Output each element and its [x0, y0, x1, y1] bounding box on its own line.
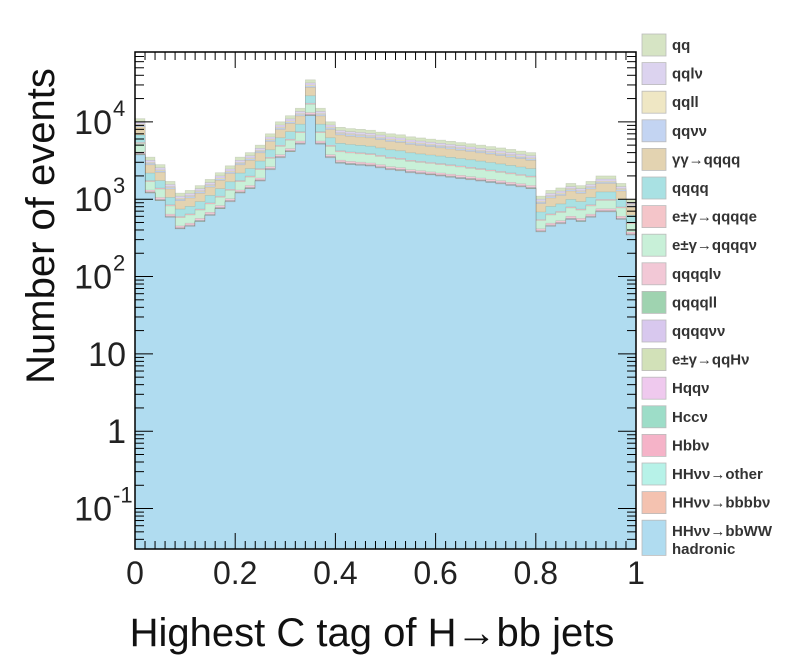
legend-swatch	[641, 433, 667, 457]
legend: qqqqlνqqllqqννγγ→qqqqqqqqe±γ→qqqqee±γ→qq…	[641, 33, 773, 558]
y-tick-exponent: -1	[113, 483, 133, 508]
legend-label: Hqqν	[672, 380, 710, 397]
y-tick-base: 10	[74, 181, 112, 219]
y-tick-label: 10	[88, 336, 126, 374]
legend-item: HHνν→other	[641, 462, 763, 486]
stacked-areas	[134, 79, 637, 550]
legend-label: γγ→qqqq	[672, 151, 740, 168]
legend-swatch	[641, 205, 667, 229]
legend-label: qqqqlν	[672, 266, 721, 283]
legend-swatch	[641, 376, 667, 400]
legend-label: Hbbν	[672, 437, 710, 454]
legend-item: Hqqν	[641, 376, 710, 400]
legend-item: e±γ→qqqqν	[641, 233, 757, 257]
legend-item: qqqqll	[641, 290, 717, 314]
legend-label: Hccν	[672, 409, 708, 426]
x-tick-label: 0.6	[413, 555, 457, 591]
legend-swatch	[641, 33, 667, 57]
legend-item: qqll	[641, 90, 699, 114]
y-tick-exponent: 4	[113, 96, 125, 121]
y-tick-label: 10 3	[74, 173, 125, 219]
legend-label: HHνν→bbbbν	[672, 495, 770, 512]
legend-label-line2: hadronic	[672, 541, 735, 558]
x-tick-label: 0.2	[213, 555, 257, 591]
legend-label: qqqqνν	[672, 323, 725, 340]
legend-label: qqll	[672, 94, 699, 111]
legend-item: qqqqνν	[641, 319, 725, 343]
x-tick-labels: 0 0.2 0.4 0.6 0.8 1	[126, 555, 645, 591]
y-tick-label: 1	[107, 413, 126, 451]
y-tick-base: 10	[88, 336, 126, 374]
legend-item: qqνν	[641, 119, 707, 143]
x-axis-title: Highest C tag of H→bb jets	[130, 611, 615, 655]
y-tick-exponent: 2	[113, 251, 125, 276]
y-tick-label: 10 -1	[74, 483, 132, 529]
y-tick-label: 10 4	[74, 96, 125, 142]
legend-swatch	[641, 262, 667, 286]
legend-item: Hbbν	[641, 433, 710, 457]
legend-label: qqlν	[672, 66, 703, 83]
y-tick-base: 10	[74, 491, 112, 529]
legend-item: e±γ→qqqqe	[641, 205, 757, 229]
legend-label: e±γ→qqqqν	[672, 237, 757, 254]
axis-ticks	[134, 51, 637, 550]
legend-label: qqqq	[672, 180, 709, 197]
legend-label: e±γ→qqHν	[672, 352, 749, 369]
legend-swatch	[641, 62, 667, 85]
legend-label: HHνν→bbWW	[672, 523, 773, 540]
y-tick-label: 10 2	[74, 251, 125, 297]
legend-label: qq	[672, 37, 690, 54]
legend-swatch	[641, 290, 667, 314]
legend-swatch	[641, 319, 667, 343]
legend-swatch	[641, 119, 667, 143]
legend-swatch	[641, 519, 667, 556]
legend-item: qqqq	[641, 176, 709, 200]
legend-label: qqνν	[672, 123, 707, 140]
legend-swatch	[641, 462, 667, 486]
legend-swatch	[641, 233, 667, 257]
series-area-17	[134, 115, 637, 550]
y-tick-base: 1	[107, 413, 126, 451]
x-tick-label: 0.4	[313, 555, 357, 591]
legend-label: e±γ→qqqqe	[672, 209, 757, 226]
y-tick-base: 10	[74, 259, 112, 297]
legend-item: e±γ→qqHν	[641, 348, 749, 372]
legend-label: HHνν→other	[672, 466, 763, 483]
legend-swatch	[641, 491, 667, 515]
legend-item: qq	[641, 33, 690, 57]
legend-swatch	[641, 348, 667, 372]
legend-label: qqqqll	[672, 294, 717, 311]
legend-item: qqqqlν	[641, 262, 721, 286]
legend-item: qqlν	[641, 62, 703, 85]
y-axis-title: Number of events	[19, 68, 63, 384]
legend-swatch	[641, 90, 667, 114]
y-tick-exponent: 3	[113, 173, 125, 198]
legend-item: Hccν	[641, 405, 708, 429]
x-tick-label: 0	[126, 555, 144, 591]
legend-swatch	[641, 176, 667, 200]
legend-item: HHνν→bbbbν	[641, 491, 770, 515]
x-tick-label: 1	[627, 555, 645, 591]
x-tick-label: 0.8	[514, 555, 558, 591]
legend-item: γγ→qqqq	[641, 147, 740, 171]
y-tick-base: 10	[74, 104, 112, 142]
legend-swatch	[641, 147, 667, 171]
legend-swatch	[641, 405, 667, 429]
